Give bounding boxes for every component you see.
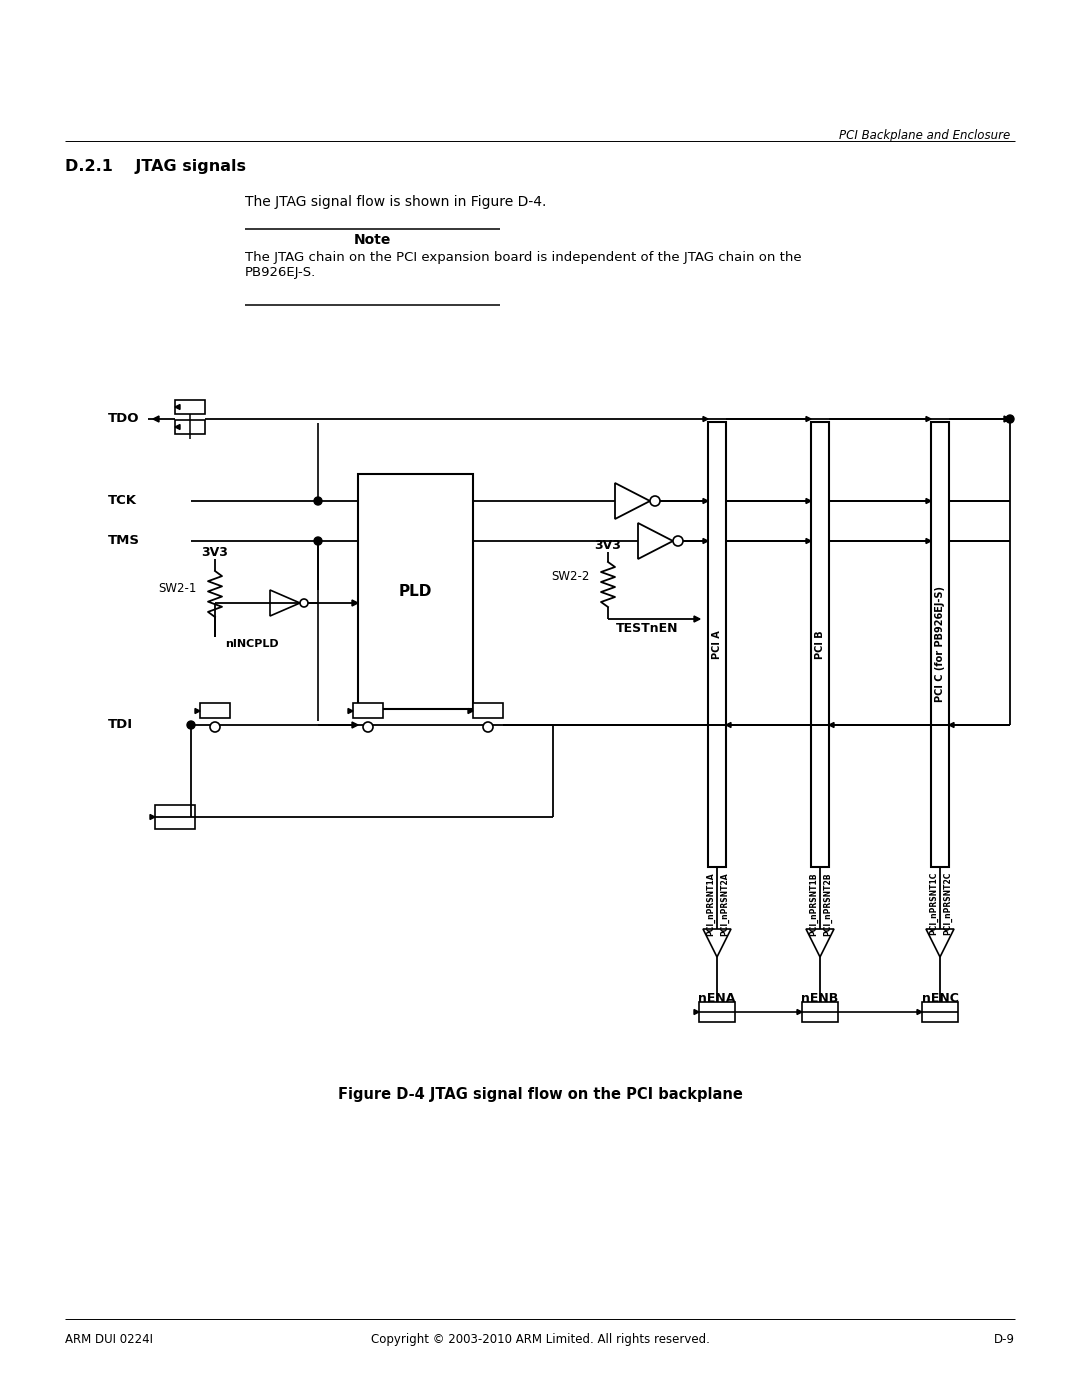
Polygon shape [615, 483, 650, 520]
Text: TCK: TCK [108, 495, 137, 507]
Bar [922, 1002, 958, 1023]
Text: Note: Note [353, 233, 391, 247]
Polygon shape [468, 708, 473, 714]
Polygon shape [694, 1010, 699, 1014]
Polygon shape [348, 708, 353, 714]
Polygon shape [703, 499, 708, 503]
Polygon shape [270, 590, 300, 616]
Bar [473, 703, 503, 718]
Bar [357, 474, 473, 710]
Polygon shape [175, 405, 180, 409]
Circle shape [483, 722, 492, 732]
Bar [175, 420, 205, 434]
Polygon shape [829, 722, 834, 728]
Circle shape [314, 536, 322, 545]
Text: PCI_nPRSNT2B: PCI_nPRSNT2B [823, 872, 833, 936]
Circle shape [650, 496, 660, 506]
Polygon shape [917, 1010, 922, 1014]
Text: PLD: PLD [399, 584, 432, 599]
Text: 3V3: 3V3 [595, 539, 621, 552]
Text: Figure D-4 JTAG signal flow on the PCI backplane: Figure D-4 JTAG signal flow on the PCI b… [338, 1087, 742, 1102]
Polygon shape [806, 538, 811, 543]
Text: 3V3: 3V3 [202, 546, 229, 559]
Text: PCI B: PCI B [815, 630, 825, 659]
Text: SW2-1: SW2-1 [159, 583, 197, 595]
Text: ARM DUI 0224I: ARM DUI 0224I [65, 1333, 153, 1345]
Text: PCI_nPRSNT1A: PCI_nPRSNT1A [706, 872, 716, 936]
Polygon shape [352, 722, 357, 728]
Bar [931, 422, 949, 868]
Polygon shape [175, 425, 180, 429]
Circle shape [314, 497, 322, 504]
Text: SW2-2: SW2-2 [552, 570, 590, 584]
Text: TDI: TDI [108, 718, 133, 732]
Polygon shape [806, 416, 811, 422]
Circle shape [210, 722, 220, 732]
Text: The JTAG signal flow is shown in Figure D-4.: The JTAG signal flow is shown in Figure … [245, 196, 546, 210]
Polygon shape [1004, 416, 1010, 422]
Text: The JTAG chain on the PCI expansion board is independent of the JTAG chain on th: The JTAG chain on the PCI expansion boar… [245, 251, 801, 279]
Polygon shape [153, 416, 159, 422]
Text: Copyright © 2003-2010 ARM Limited. All rights reserved.: Copyright © 2003-2010 ARM Limited. All r… [370, 1333, 710, 1345]
Text: PCI_nPRSNT1B: PCI_nPRSNT1B [809, 872, 819, 936]
Bar [699, 1002, 735, 1023]
Bar [802, 1002, 838, 1023]
Circle shape [363, 722, 373, 732]
Text: nENB: nENB [801, 992, 839, 1004]
Polygon shape [806, 929, 834, 957]
Text: PCI A: PCI A [712, 630, 723, 659]
Polygon shape [926, 499, 931, 503]
Circle shape [300, 599, 308, 608]
Circle shape [187, 721, 195, 729]
Text: PCI_nPRSNT2A: PCI_nPRSNT2A [720, 872, 730, 936]
Polygon shape [352, 599, 357, 606]
Text: TESTnEN: TESTnEN [616, 622, 678, 636]
Polygon shape [638, 522, 673, 559]
Polygon shape [195, 708, 200, 714]
Polygon shape [797, 1010, 802, 1014]
Text: nENC: nENC [921, 992, 958, 1004]
Circle shape [1005, 415, 1014, 423]
Text: D.2.1    JTAG signals: D.2.1 JTAG signals [65, 159, 246, 175]
Polygon shape [949, 722, 954, 728]
Polygon shape [703, 416, 708, 422]
Text: PCI_nPRSNT2C: PCI_nPRSNT2C [944, 872, 953, 936]
Polygon shape [703, 538, 708, 543]
Polygon shape [926, 416, 931, 422]
Circle shape [673, 536, 683, 546]
Text: PCI_nPRSNT1C: PCI_nPRSNT1C [930, 872, 939, 936]
Text: PCI Backplane and Enclosure: PCI Backplane and Enclosure [839, 129, 1010, 142]
Bar [811, 422, 829, 868]
Polygon shape [926, 538, 931, 543]
Bar [353, 703, 383, 718]
Text: TDO: TDO [108, 412, 139, 426]
Polygon shape [726, 722, 731, 728]
Bar [708, 422, 726, 868]
Polygon shape [703, 929, 731, 957]
Polygon shape [694, 616, 700, 622]
Text: PCI C (for PB926EJ-S): PCI C (for PB926EJ-S) [935, 587, 945, 703]
Text: TMS: TMS [108, 535, 140, 548]
Text: nINCPLD: nINCPLD [225, 638, 279, 650]
Bar [200, 703, 230, 718]
Text: nENA: nENA [699, 992, 735, 1004]
Polygon shape [150, 814, 156, 820]
Text: D-9: D-9 [994, 1333, 1015, 1345]
Bar [175, 400, 205, 414]
Polygon shape [806, 499, 811, 503]
Bar [156, 805, 195, 828]
Polygon shape [926, 929, 954, 957]
